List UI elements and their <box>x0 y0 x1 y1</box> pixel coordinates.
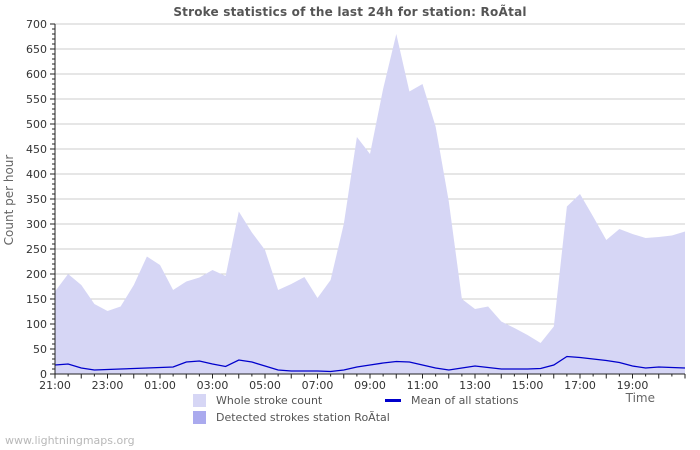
legend-item-detected-strokes: Detected strokes station RoÃ͸tal <box>193 411 390 424</box>
y-tick-label: 150 <box>26 293 47 306</box>
detected-strokes-swatch <box>193 411 206 424</box>
x-tick-label: 15:00 <box>512 379 544 392</box>
legend-item-mean-of-all-stations: Mean of all stations <box>385 394 519 407</box>
x-tick-label: 13:00 <box>459 379 491 392</box>
y-tick-label: 350 <box>26 193 47 206</box>
y-tick-label: 50 <box>33 343 47 356</box>
mean-line-swatch <box>385 399 401 402</box>
legend-item-whole-stroke-count: Whole stroke count <box>193 394 322 407</box>
chart-figure: Stroke statistics of the last 24h for st… <box>0 0 700 450</box>
legend-label-whole-stroke-count: Whole stroke count <box>216 394 322 407</box>
chart-canvas: 0501001502002503003504004505005506006507… <box>0 0 700 450</box>
x-tick-label: 11:00 <box>407 379 439 392</box>
y-tick-label: 500 <box>26 118 47 131</box>
x-tick-label: 09:00 <box>354 379 386 392</box>
x-axis-label: Time <box>600 391 655 405</box>
watermark: www.lightningmaps.org <box>5 434 135 447</box>
y-tick-label: 400 <box>26 168 47 181</box>
y-tick-label: 700 <box>26 18 47 31</box>
y-tick-label: 300 <box>26 218 47 231</box>
x-tick-label: 21:00 <box>39 379 71 392</box>
y-tick-label: 100 <box>26 318 47 331</box>
x-tick-label: 01:00 <box>144 379 176 392</box>
x-tick-label: 17:00 <box>564 379 596 392</box>
x-tick-label: 23:00 <box>92 379 124 392</box>
legend-label-detected-strokes: Detected strokes station RoÃ͸tal <box>216 411 390 424</box>
y-tick-label: 650 <box>26 43 47 56</box>
y-tick-label: 600 <box>26 68 47 81</box>
y-tick-label: 550 <box>26 93 47 106</box>
y-tick-label: 450 <box>26 143 47 156</box>
x-tick-label: 03:00 <box>197 379 229 392</box>
x-tick-label: 05:00 <box>249 379 281 392</box>
x-tick-label: 07:00 <box>302 379 334 392</box>
legend-label-mean-of-all-stations: Mean of all stations <box>411 394 519 407</box>
area-series <box>55 34 685 374</box>
whole-stroke-count-swatch <box>193 394 206 407</box>
y-tick-label: 250 <box>26 243 47 256</box>
y-tick-label: 200 <box>26 268 47 281</box>
